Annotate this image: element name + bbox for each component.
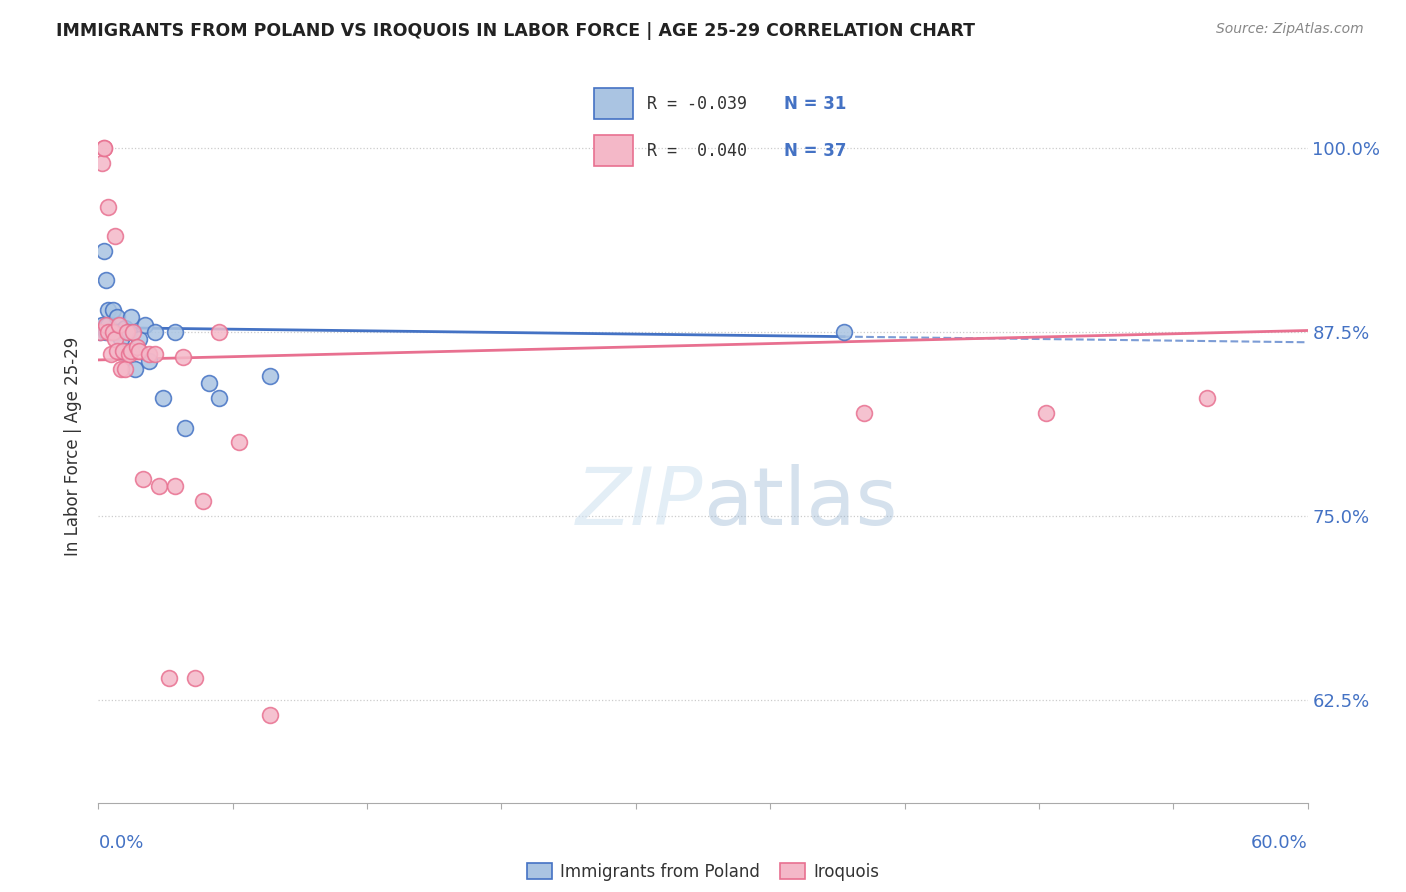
Text: Source: ZipAtlas.com: Source: ZipAtlas.com [1216, 22, 1364, 37]
Text: N = 37: N = 37 [783, 142, 846, 160]
Point [148, 479, 170, 493]
Point [96, 318, 118, 332]
Y-axis label: In Labor Force | Age 25-29: In Labor Force | Age 25-29 [65, 336, 83, 556]
Text: IMMIGRANTS FROM POLAND VS IROQUOIS IN LABOR FORCE | AGE 25-29 CORRELATION CHART: IMMIGRANTS FROM POLAND VS IROQUOIS IN LA… [56, 22, 976, 40]
Point [208, 325, 231, 339]
Text: atlas: atlas [703, 464, 897, 542]
Point [198, 376, 221, 391]
Point [91, 318, 114, 332]
Point [163, 325, 186, 339]
Point [91, 155, 114, 169]
Bar [595, 136, 633, 166]
Point [97, 200, 120, 214]
Point [100, 347, 122, 361]
Point [128, 344, 150, 359]
Point [259, 369, 281, 384]
Point [93, 141, 115, 155]
Point [89, 325, 111, 339]
Point [134, 318, 156, 332]
Point [193, 494, 215, 508]
Point [138, 354, 160, 368]
Text: 0.0%: 0.0% [98, 834, 143, 852]
Point [259, 707, 281, 722]
Text: R =  0.040: R = 0.040 [647, 142, 747, 160]
Point [97, 302, 120, 317]
Point [853, 406, 876, 420]
Point [101, 325, 124, 339]
Text: ZIP: ZIP [575, 464, 703, 542]
Point [101, 325, 124, 339]
Legend: Immigrants from Poland, Iroquois: Immigrants from Poland, Iroquois [520, 856, 886, 888]
Point [228, 435, 250, 450]
Point [124, 361, 146, 376]
Point [121, 325, 143, 339]
Point [105, 310, 128, 325]
Point [172, 350, 194, 364]
Text: 60.0%: 60.0% [1251, 834, 1308, 852]
Point [832, 325, 855, 339]
Point [174, 420, 197, 434]
Point [152, 391, 174, 405]
Point [128, 332, 150, 346]
Point [115, 325, 138, 339]
Point [96, 325, 118, 339]
Point [184, 671, 207, 685]
Point [107, 325, 129, 339]
Point [96, 273, 118, 287]
Point [208, 391, 231, 405]
Point [97, 325, 120, 339]
Point [163, 479, 186, 493]
Point [93, 244, 115, 258]
Point [120, 310, 142, 325]
Point [111, 344, 134, 359]
Point [101, 302, 124, 317]
Point [105, 325, 128, 339]
Point [103, 325, 125, 339]
Point [138, 347, 160, 361]
Point [103, 229, 125, 244]
Point [110, 361, 132, 376]
Point [114, 320, 136, 334]
Point [93, 141, 115, 155]
Point [100, 325, 122, 339]
Point [89, 325, 111, 339]
Point [118, 347, 141, 361]
Point [125, 340, 148, 354]
Text: R = -0.039: R = -0.039 [647, 95, 747, 112]
Point [1035, 406, 1057, 420]
Point [111, 344, 134, 359]
Point [157, 671, 180, 685]
Point [1195, 391, 1218, 405]
Point [110, 332, 132, 346]
Point [120, 344, 142, 359]
Point [103, 332, 125, 346]
Point [105, 344, 128, 359]
Point [143, 347, 166, 361]
Text: N = 31: N = 31 [783, 95, 846, 112]
Point [143, 325, 166, 339]
Point [107, 318, 129, 332]
Point [97, 318, 120, 332]
Point [132, 472, 155, 486]
Point [114, 361, 136, 376]
Point [118, 325, 141, 339]
Bar [595, 88, 633, 119]
